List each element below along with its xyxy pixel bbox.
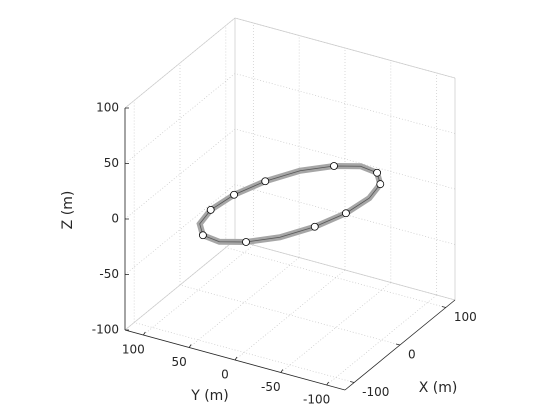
grid-line	[225, 247, 446, 308]
x-tick-label: 0	[408, 348, 416, 362]
y-tick	[280, 369, 284, 373]
marker	[342, 209, 350, 218]
y-axis-label: Y (m)	[190, 388, 229, 404]
z-tick-label: 0	[111, 212, 119, 226]
marker	[199, 231, 207, 240]
track-center	[199, 165, 381, 243]
z-tick-label: 100	[96, 101, 119, 115]
marker	[230, 190, 238, 199]
x-tick-label: -100	[362, 385, 389, 399]
y-tick	[234, 356, 238, 361]
marker	[373, 168, 381, 177]
grid-line	[234, 17, 456, 79]
x-tick	[395, 343, 401, 346]
y-tick-label: -100	[303, 393, 330, 407]
x-tick-label: 100	[454, 310, 477, 324]
marker	[310, 222, 319, 231]
marker	[206, 205, 215, 214]
track	[196, 162, 384, 246]
grid-line	[179, 284, 401, 346]
x-tick	[350, 381, 355, 383]
box-edge	[124, 17, 236, 109]
marker	[330, 162, 338, 170]
x-axis-label: X (m)	[419, 380, 458, 396]
marker	[242, 238, 250, 246]
grid-line	[234, 239, 456, 301]
y-tick-label: -50	[261, 380, 281, 394]
marker	[261, 177, 270, 186]
grid-line	[234, 128, 456, 190]
grid-line	[326, 294, 437, 386]
y-tick-label: 0	[221, 368, 229, 382]
x-tick	[441, 306, 446, 308]
z-tick-label: 50	[104, 156, 119, 170]
marker	[376, 180, 385, 189]
y-tick	[188, 344, 192, 348]
y-tick	[326, 381, 329, 386]
y-tick-label: 50	[172, 355, 187, 369]
grid-line	[134, 322, 355, 383]
grid-line	[234, 73, 456, 134]
z-tick-label: -100	[92, 323, 119, 337]
y-tick-label: 100	[122, 343, 145, 357]
z-axis-label: Z (m)	[60, 191, 76, 230]
y-tick	[143, 331, 146, 336]
z-tick-label: -50	[99, 267, 119, 281]
grid-line	[188, 257, 300, 348]
